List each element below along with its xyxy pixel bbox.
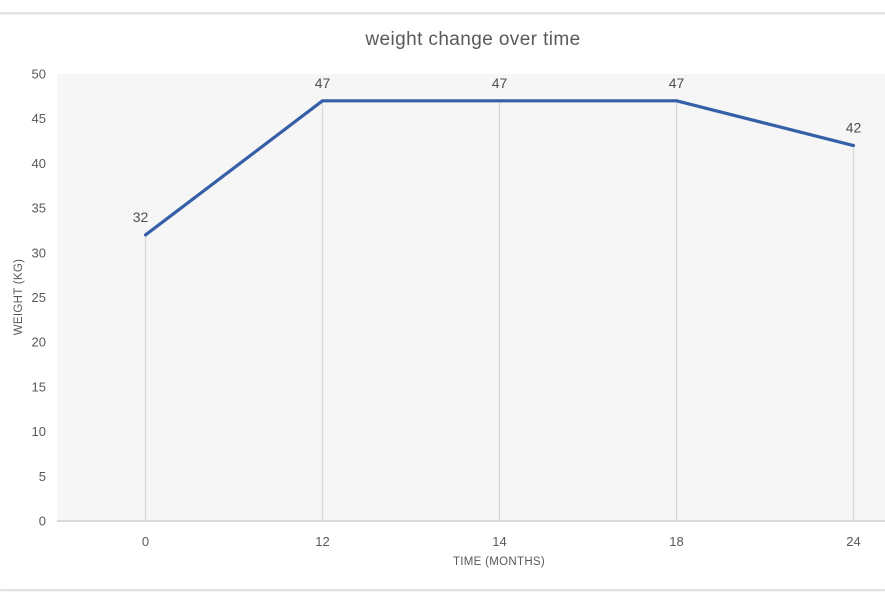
plot-background xyxy=(57,74,885,521)
data-label: 42 xyxy=(846,120,862,136)
x-axis-title: TIME (MONTHS) xyxy=(452,556,546,568)
y-tick-label: 20 xyxy=(32,335,46,350)
y-tick-label: 45 xyxy=(32,111,46,126)
data-label: 47 xyxy=(669,75,685,91)
y-tick-label: 50 xyxy=(32,67,46,82)
x-tick-label: 24 xyxy=(846,534,860,549)
chart-title: weight change over time xyxy=(365,29,581,50)
data-label: 47 xyxy=(315,75,331,91)
data-label: 32 xyxy=(133,209,149,225)
y-tick-label: 40 xyxy=(32,156,46,171)
y-tick-label: 25 xyxy=(32,290,46,305)
y-tick-label: 0 xyxy=(39,514,46,529)
y-tick-label: 10 xyxy=(32,424,46,439)
x-tick-label: 14 xyxy=(492,534,506,549)
data-label: 47 xyxy=(492,75,508,91)
y-tick-label: 35 xyxy=(32,201,46,216)
x-tick-label: 0 xyxy=(142,534,149,549)
y-axis-title: WEIGHT (KG) xyxy=(13,258,25,336)
top-border-rule xyxy=(0,12,885,14)
weight-series-line xyxy=(143,99,856,237)
y-tick-label: 5 xyxy=(39,469,46,484)
x-tick-label: 18 xyxy=(669,534,683,549)
x-tick-label: 12 xyxy=(315,534,329,549)
y-tick-label: 30 xyxy=(32,245,46,260)
bottom-border-rule xyxy=(0,589,885,591)
y-tick-label: 15 xyxy=(32,379,46,394)
